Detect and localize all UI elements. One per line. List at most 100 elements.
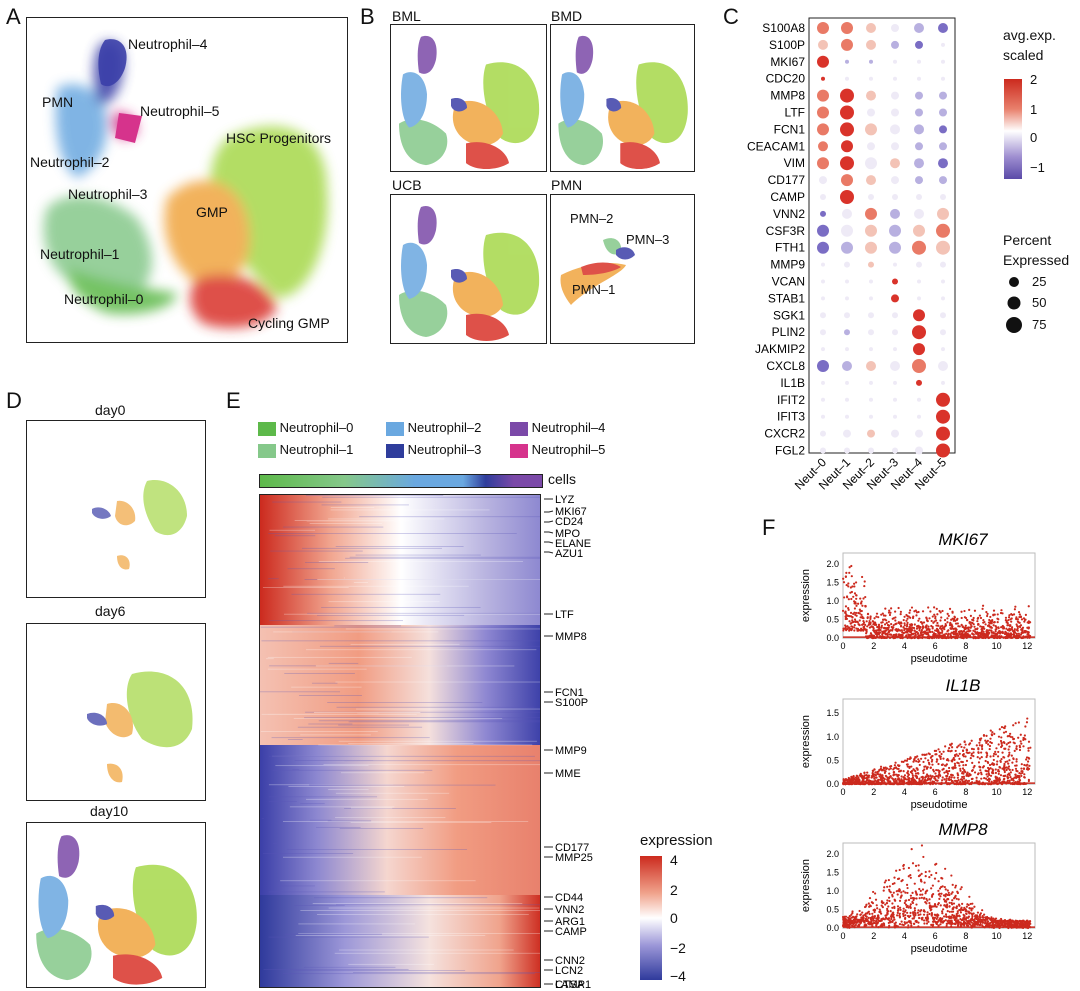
scatter-point: [929, 610, 932, 613]
scatter-point: [898, 912, 901, 915]
cluster-label-neut4: Neutrophil–4: [128, 36, 208, 52]
umap-region-4: [401, 72, 427, 128]
scatter-point: [904, 891, 907, 894]
legend-item-neut0: Neutrophil–0: [258, 420, 353, 436]
scatter-point: [994, 750, 997, 753]
scatter-point: [843, 596, 846, 599]
scatter-point: [1008, 768, 1011, 771]
scatter-point: [879, 768, 882, 771]
dot-cell: [891, 40, 899, 49]
dot-cell: [936, 240, 950, 255]
dot-cell: [917, 59, 921, 64]
scatter-point: [975, 916, 978, 919]
scatter-point: [928, 912, 931, 916]
scatter-point: [998, 779, 1001, 783]
scatter-point: [1014, 773, 1017, 776]
scatter-point: [993, 779, 996, 782]
heatmap-stripe: [349, 556, 540, 558]
dot-gene-label: FTH1: [775, 241, 805, 255]
dot-gene-label: VIM: [784, 156, 805, 170]
scatter-point: [915, 614, 918, 617]
scatter-point: [955, 633, 958, 637]
scatter-point: [875, 924, 878, 927]
scatter-point: [920, 628, 923, 632]
scatter-point: [992, 758, 995, 762]
dot-gene-label: VNN2: [773, 207, 805, 221]
scatter-point: [910, 922, 913, 925]
scatter-point: [911, 862, 915, 865]
color-tick-2: 2: [1030, 72, 1038, 87]
scatter-point: [931, 763, 934, 766]
scatter-point: [894, 610, 897, 613]
scatter-point: [952, 902, 956, 905]
scatter-point: [969, 623, 972, 626]
scatter-point: [926, 628, 929, 631]
scatter-point: [897, 877, 901, 880]
scatter-point: [843, 919, 846, 922]
scatter-point: [983, 913, 986, 916]
scatter-xtick: 6: [933, 787, 938, 797]
dot-cell: [940, 194, 946, 200]
scatter-point: [867, 902, 870, 905]
scatter-point: [997, 631, 1000, 634]
scatter-point: [1008, 753, 1011, 756]
scatter-point: [872, 919, 876, 922]
scatter-point: [850, 776, 853, 779]
heatmap-stripe: [339, 827, 424, 829]
scatter-point: [1026, 768, 1030, 771]
dot-cell: [941, 42, 945, 47]
scatter-point: [855, 918, 859, 921]
scatter-point: [849, 611, 853, 614]
heatmap-stripe: [271, 737, 430, 739]
heatmap-gene-label: CAMP: [555, 926, 587, 938]
scatter-point: [923, 910, 926, 913]
scatter-point: [877, 625, 880, 628]
scatter-point: [982, 625, 985, 629]
scatter-point: [947, 749, 950, 753]
scatter-point: [1015, 775, 1018, 778]
scatter-point: [881, 901, 884, 905]
scatter-point: [964, 918, 967, 921]
scatter-point: [987, 633, 990, 636]
scatter-point: [1015, 618, 1018, 621]
dot-cell: [892, 447, 898, 454]
scatter-point: [876, 921, 879, 924]
scatter-point: [954, 916, 957, 919]
scatter-point: [946, 898, 949, 901]
scatter-point: [967, 627, 970, 630]
dot-cell: [844, 261, 850, 268]
scatter-point: [960, 616, 963, 620]
scatter-point: [984, 918, 987, 921]
scatter-point: [874, 922, 877, 925]
scatter-point: [897, 777, 900, 780]
scatter-point: [908, 627, 911, 630]
scatter-point: [1000, 609, 1003, 612]
scatter-point: [977, 751, 980, 754]
cells-annotation-bar: [259, 474, 543, 488]
scatter-ytick: 2.0: [826, 559, 839, 569]
scatter-ylabel: expression: [800, 859, 812, 912]
scatter-point: [916, 911, 919, 914]
scatter-point: [889, 611, 892, 614]
heatmap-gene-label: CD177: [555, 842, 589, 854]
day-title-6: day6: [95, 603, 126, 619]
scatter-point: [1020, 742, 1023, 745]
umap-region-6: [95, 904, 115, 920]
scatter-point: [1023, 618, 1027, 622]
scatter-point: [947, 629, 950, 632]
scatter-point: [1015, 748, 1018, 751]
scatter-point: [855, 611, 858, 615]
scatter-point: [951, 903, 954, 906]
scatter-point: [961, 753, 965, 757]
heatmap-stripe: [335, 817, 446, 819]
scatter-point: [841, 609, 845, 612]
scatter-point: [964, 763, 967, 767]
heatmap-stripe: [321, 504, 409, 506]
dot-cell: [840, 105, 854, 120]
scatter-point: [918, 763, 921, 767]
scatter-point: [1012, 757, 1015, 760]
scatter-point: [1027, 749, 1030, 752]
scatter-point: [875, 776, 878, 779]
scatter-point: [996, 613, 999, 616]
